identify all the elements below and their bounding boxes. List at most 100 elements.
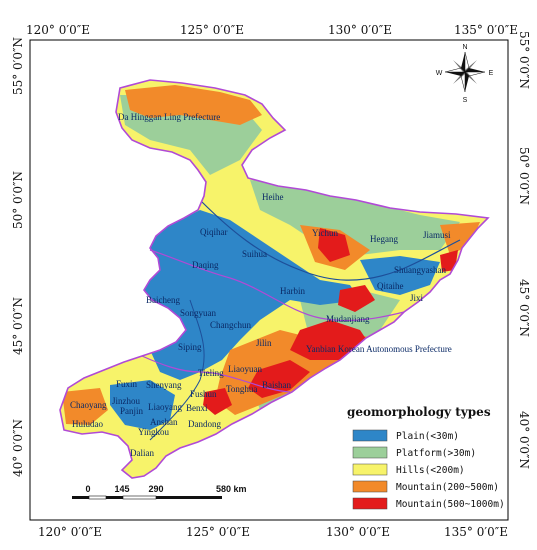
- city-label: Mudanjiang: [326, 314, 370, 324]
- mountain-low-zone: [440, 222, 480, 255]
- scale-segment: [72, 496, 89, 499]
- lat-label: 50° 0′0″N: [11, 171, 25, 229]
- lon-label: 120° 0′0″E: [38, 525, 102, 539]
- legend-title: geomorphology types: [347, 405, 491, 419]
- longitude-labels-bottom: 120° 0′0″E 125° 0′0″E 130° 0′0″E 135° 0′…: [38, 525, 508, 539]
- legend-label: Mountain(500~1000m): [396, 499, 505, 510]
- compass-south: S: [463, 97, 468, 104]
- longitude-labels-top: 120° 0′0″E 125° 0′0″E 130° 0′0″E 135° 0′…: [26, 23, 518, 37]
- lon-label: 125° 0′0″E: [180, 23, 244, 37]
- city-label: Qitaihe: [377, 281, 404, 291]
- lon-label: 135° 0′0″E: [454, 23, 518, 37]
- mountain-low-zone: [62, 388, 108, 425]
- lon-label: 130° 0′0″E: [326, 525, 390, 539]
- city-label: Huludao: [72, 419, 103, 429]
- lon-label: 120° 0′0″E: [26, 23, 90, 37]
- city-label: Anshan: [150, 417, 178, 427]
- boundaries: [59, 79, 489, 479]
- city-label: Changchun: [210, 320, 251, 330]
- scale-tick-label: 290: [148, 484, 163, 494]
- lon-label: 125° 0′0″E: [186, 525, 250, 539]
- city-label: Shenyang: [146, 380, 182, 390]
- legend-item: Mountain(500~1000m): [352, 497, 505, 510]
- lat-label: 45° 0′0″N: [11, 297, 25, 355]
- lat-label: 55° 0′0″N: [517, 31, 531, 89]
- lat-label: 45° 0′0″N: [517, 279, 531, 337]
- city-label: Songyuan: [180, 308, 217, 318]
- city-label: Benxi: [186, 403, 208, 413]
- city-label: Panjin: [120, 406, 144, 416]
- city-label: Chaoyang: [70, 400, 107, 410]
- city-label: Tieling: [198, 368, 224, 378]
- scale-end-label: 580 km: [216, 484, 247, 494]
- river: [199, 199, 461, 281]
- city-label: Liaoyang: [148, 402, 182, 412]
- latitude-labels-right: 55° 0′0″N 50° 0′0″N 45° 0′0″N 40° 0′0″N: [517, 31, 531, 469]
- legend-label: Platform(>30m): [396, 448, 476, 459]
- plain-zone: [144, 210, 360, 380]
- compass-west: W: [436, 70, 443, 77]
- mountain-high-zone: [248, 360, 310, 398]
- city-label: Dalian: [130, 448, 154, 458]
- compass-east: E: [489, 70, 494, 77]
- scale-segment: [106, 496, 123, 499]
- city-label: Heihe: [262, 192, 284, 202]
- lon-label: 130° 0′0″E: [328, 23, 392, 37]
- lat-label: 55° 0′0″N: [11, 37, 25, 95]
- scale-segment: [88, 495, 107, 500]
- city-label: Yanbian Korean Autonomous Prefecture: [306, 344, 452, 354]
- plain-zone: [360, 256, 440, 295]
- scale-tick-label: 145: [114, 484, 129, 494]
- mountain-low-zone: [125, 85, 262, 125]
- city-label: Tonghua: [226, 384, 257, 394]
- scale-segment: [122, 495, 157, 500]
- legend-label: Hills(<200m): [396, 465, 465, 476]
- city-label: Liaoyuan: [228, 364, 262, 374]
- city-label: Da Hinggan Ling Prefecture: [118, 112, 220, 122]
- city-label: Fuxin: [116, 379, 138, 389]
- city-label: Suihua: [242, 249, 267, 259]
- city-label: Baishan: [262, 380, 291, 390]
- city-label: Jilin: [256, 338, 272, 348]
- city-label: Jinzhou: [112, 396, 140, 406]
- legend-item: Platform(>30m): [352, 446, 476, 459]
- compass-rose: N S E W: [436, 44, 494, 104]
- platform-zone: [250, 180, 460, 255]
- latitude-labels-left: 55° 0′0″N 50° 0′0″N 45° 0′0″N 40° 0′0″N: [11, 37, 25, 477]
- lat-label: 40° 0′0″N: [517, 411, 531, 469]
- city-label: Jiamusi: [423, 230, 451, 240]
- city-label: Qiqihar: [200, 227, 228, 237]
- scale-bar: 0 145 290 580 km: [72, 484, 247, 500]
- plain-zone: [110, 380, 175, 430]
- city-label: Shuangyashan: [394, 265, 446, 275]
- legend-swatch: [352, 429, 388, 442]
- legend-item: Mountain(200~500m): [352, 480, 499, 493]
- city-label: Hegang: [370, 234, 398, 244]
- city-label: Fushun: [190, 389, 217, 399]
- compass-diagonal: [453, 60, 477, 84]
- city-label: Daqing: [192, 260, 219, 270]
- city-label: Dandong: [188, 419, 221, 429]
- scale-segment: [156, 496, 222, 499]
- city-label: Siping: [178, 342, 202, 352]
- scale-tick-label: 0: [85, 484, 90, 494]
- city-label: Yingkou: [138, 427, 170, 437]
- legend-label: Mountain(200~500m): [396, 482, 499, 493]
- legend-swatch: [352, 463, 388, 476]
- legend-swatch: [352, 497, 388, 510]
- legend-swatch: [352, 446, 388, 459]
- river: [149, 299, 205, 441]
- legend-swatch: [352, 480, 388, 493]
- legend-item: Hills(<200m): [352, 463, 465, 476]
- city-label: Yichun: [312, 228, 338, 238]
- legend: geomorphology types Plain(<30m) Platform…: [336, 398, 505, 518]
- legend-label: Plain(<30m): [396, 431, 459, 442]
- city-label: Harbin: [280, 286, 305, 296]
- mountain-high-zone: [318, 228, 350, 262]
- city-label: Baicheng: [146, 295, 180, 305]
- legend-item: Plain(<30m): [352, 429, 459, 442]
- province-boundary: [149, 249, 405, 322]
- city-label: Jixi: [410, 293, 424, 303]
- mountain-high-zone: [290, 320, 370, 360]
